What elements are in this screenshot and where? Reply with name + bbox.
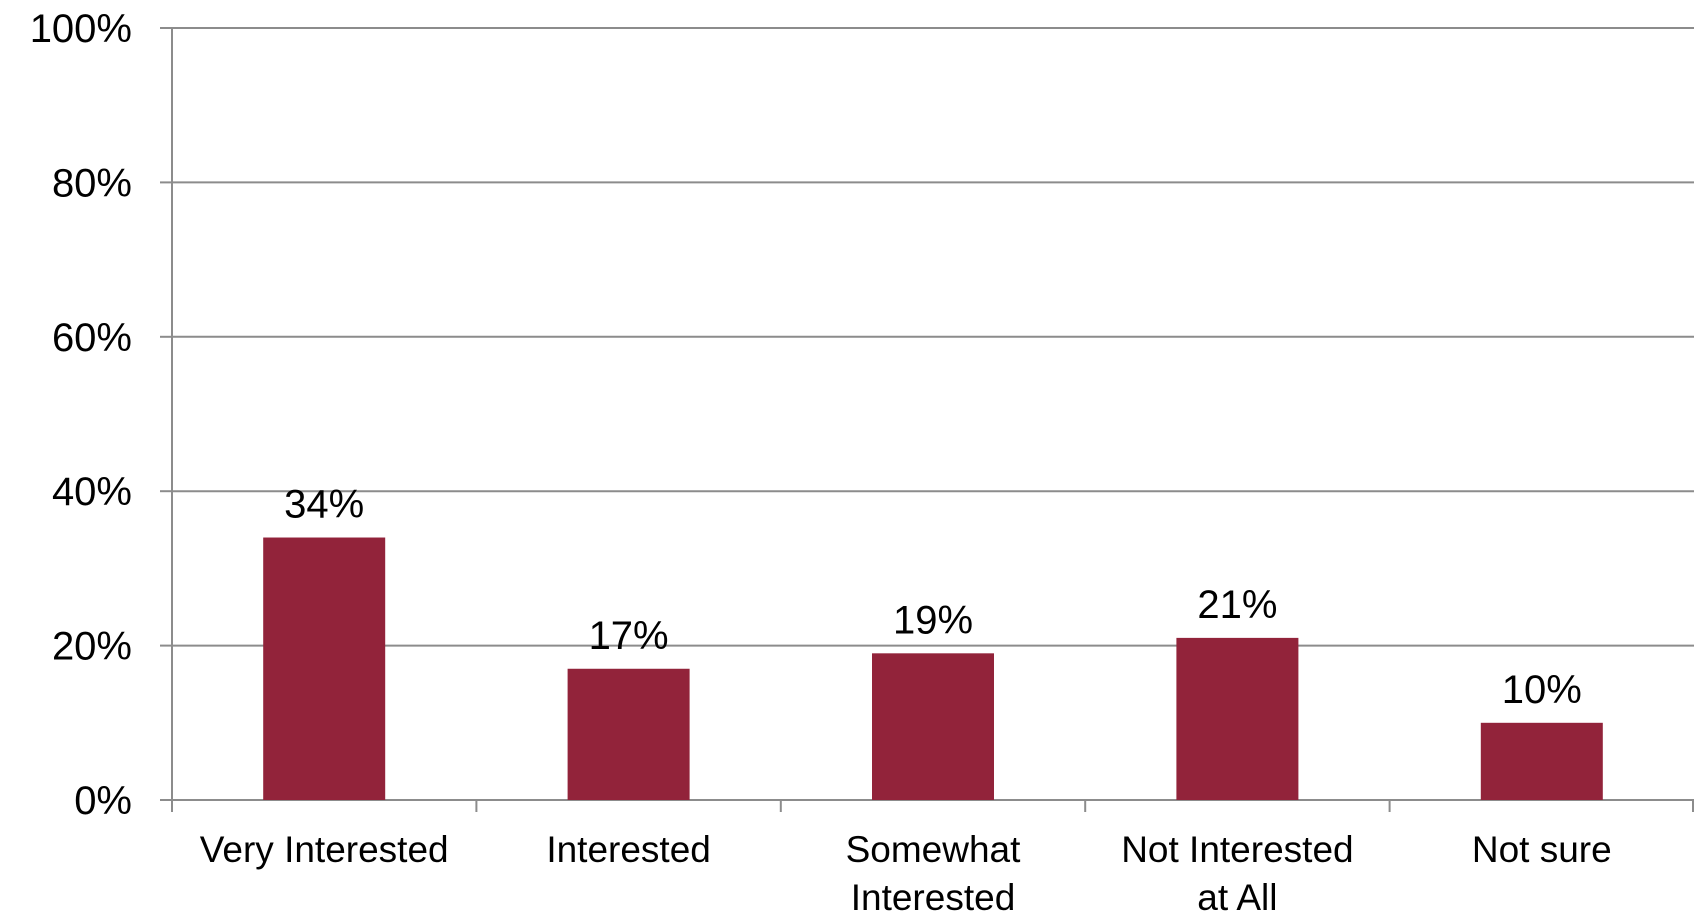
data-label: 19%	[893, 598, 973, 642]
bar-4	[1480, 722, 1603, 800]
y-tick-label: 100%	[30, 7, 132, 51]
bars	[263, 537, 1603, 800]
category-label: Very Interested	[200, 829, 449, 870]
grid-lines	[172, 27, 1694, 647]
y-tick-label: 60%	[52, 316, 132, 360]
y-tick-label: 80%	[52, 161, 132, 205]
data-label: 21%	[1197, 583, 1277, 627]
category-label: Interested	[546, 829, 711, 870]
data-label: 10%	[1502, 668, 1582, 712]
y-tick-label: 0%	[74, 779, 132, 823]
category-label: Interested	[851, 877, 1016, 918]
labels: 0% 20% 40% 60% 80% 100% 34% Very Interested 17% I…	[30, 7, 1612, 918]
bar-0	[263, 537, 386, 800]
bar-1	[567, 668, 690, 800]
category-label: at All	[1197, 877, 1277, 918]
category-label: Somewhat	[846, 829, 1022, 870]
category-label: Not Interested	[1121, 829, 1353, 870]
data-label: 17%	[589, 614, 669, 658]
y-tick-label: 20%	[52, 625, 132, 669]
y-tick-label: 40%	[52, 470, 132, 514]
category-label: Not sure	[1472, 829, 1612, 870]
data-label: 34%	[284, 483, 364, 527]
bar-2	[872, 653, 994, 800]
bar-3	[1176, 637, 1299, 800]
